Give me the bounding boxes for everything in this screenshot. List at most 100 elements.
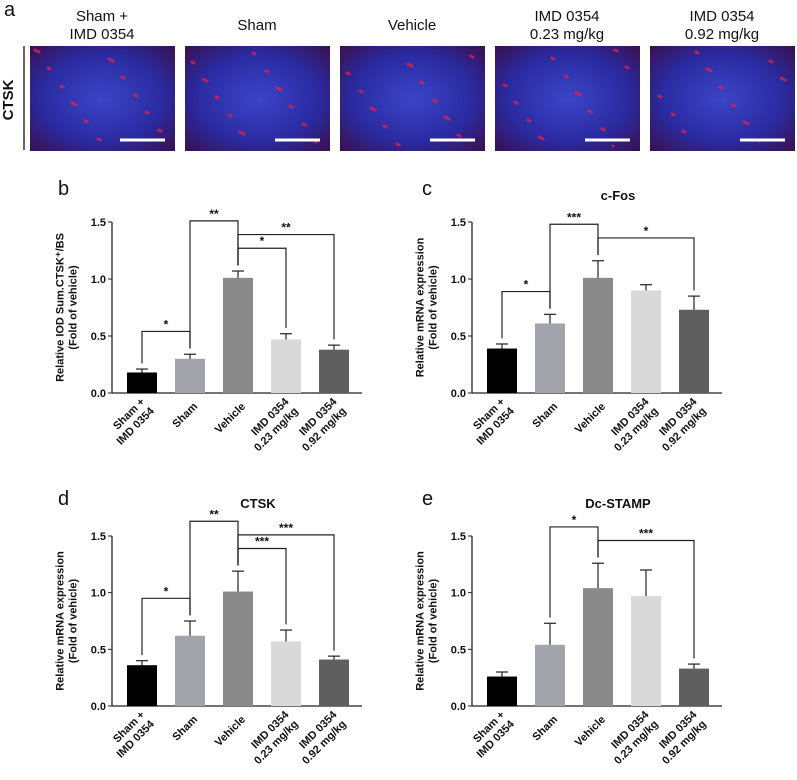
stain-dot — [373, 108, 377, 112]
column-label: Vehicle — [388, 17, 436, 34]
stain-dot — [205, 79, 209, 83]
y-tick-label: 1.5 — [451, 217, 466, 229]
bar — [679, 668, 709, 706]
y-tick-label: 0.5 — [451, 644, 466, 656]
x-tick-label: IMD 03540.23 mg/kg — [603, 708, 662, 767]
stain-dot — [303, 123, 307, 127]
stain-dot — [578, 93, 582, 97]
stain-dot — [74, 103, 78, 107]
stain-dot — [290, 105, 294, 109]
panel-label: b — [58, 178, 69, 200]
stain-dot — [384, 125, 388, 129]
significance-label: * — [572, 513, 577, 527]
stain-dot — [733, 104, 737, 108]
significance-label: * — [260, 234, 265, 248]
significance-bracket — [141, 330, 191, 364]
y-axis-label: Relative mRNA expression(Fold of vehicle… — [54, 551, 79, 691]
x-tick-label: Sham — [170, 713, 200, 743]
significance-bracket — [549, 223, 599, 309]
y-axis-label: Relative mRNA expression(Fold of vehicle… — [414, 237, 439, 377]
stain-dot — [192, 61, 196, 65]
x-tick-label: Vehicle — [573, 401, 608, 436]
bar — [271, 339, 301, 393]
stain-dot — [458, 134, 462, 138]
stain-dot — [61, 85, 65, 89]
x-tick-label: Sham — [530, 713, 560, 743]
y-tick-label: 0.5 — [451, 331, 466, 343]
column-label: IMD 0354 0.92 mg/kg — [685, 8, 759, 43]
bar — [319, 349, 349, 393]
y-tick-label: 0.5 — [91, 331, 106, 343]
significance-bracket — [549, 526, 599, 618]
stain-dot — [615, 49, 619, 53]
significance-label: *** — [279, 521, 293, 535]
significance-label: *** — [639, 527, 653, 541]
panel-label: e — [422, 488, 433, 510]
bar — [583, 588, 613, 706]
stain-dot — [360, 90, 364, 94]
chart-title: Dc-STAMP — [585, 496, 651, 511]
stain-dot — [85, 120, 89, 124]
stain-dot — [111, 59, 115, 63]
significance-bracket — [189, 220, 239, 349]
significance-bracket — [189, 520, 239, 616]
x-tick-label: IMD 03540.92 mg/kg — [291, 708, 350, 767]
stain-dot — [229, 114, 233, 118]
stain-dot — [397, 143, 401, 147]
stain-dot — [421, 81, 425, 85]
stain-dot — [783, 78, 787, 82]
x-tick-label: IMD 03540.92 mg/kg — [651, 708, 710, 767]
y-tick-label: 1.0 — [451, 274, 466, 286]
bar — [127, 665, 157, 706]
bar — [487, 348, 517, 393]
micrograph — [495, 46, 640, 151]
panel-label: c — [422, 178, 432, 200]
stain-dot — [159, 129, 163, 133]
significance-label: * — [164, 584, 169, 598]
column-label: IMD 0354 0.23 mg/kg — [530, 8, 604, 43]
stain-dot — [410, 64, 414, 68]
x-tick-label: Sham +IMD 0354 — [465, 708, 517, 760]
stain-dot — [253, 52, 257, 56]
y-tick-label: 1.0 — [91, 274, 106, 286]
y-tick-label: 1.5 — [451, 531, 466, 543]
significance-label: ** — [209, 207, 219, 221]
stain-dot — [447, 117, 451, 121]
bar — [319, 659, 349, 706]
y-tick-label: 1.5 — [91, 217, 106, 229]
stain-dot — [611, 144, 615, 148]
bar — [631, 290, 661, 393]
x-tick-label: Sham — [530, 400, 560, 430]
significance-label: * — [164, 317, 169, 331]
x-tick-label: Vehicle — [213, 714, 248, 749]
y-tick-label: 1.0 — [451, 588, 466, 600]
stain-dot — [146, 111, 150, 115]
stain-dot — [528, 119, 532, 123]
stain-dot — [515, 101, 519, 105]
stain-dot — [541, 137, 545, 141]
y-tick-label: 0.5 — [91, 644, 106, 656]
significance-label: * — [644, 224, 649, 238]
stain-dot — [504, 84, 508, 88]
stain-dot — [471, 55, 475, 59]
bar — [535, 644, 565, 706]
micrograph — [185, 46, 330, 151]
micrograph — [650, 46, 795, 151]
y-tick-label: 0.0 — [91, 388, 106, 400]
bar — [535, 323, 565, 393]
y-tick-label: 0.0 — [451, 388, 466, 400]
stain-dot — [589, 110, 593, 114]
stain-dot — [98, 138, 102, 142]
panel-label: a — [4, 0, 16, 21]
chart-title: CTSK — [240, 496, 276, 511]
x-tick-label: Sham +IMD 0354 — [105, 708, 157, 760]
significance-label: ** — [209, 507, 219, 521]
x-tick-label: IMD 03540.92 mg/kg — [291, 395, 350, 454]
panel-label: d — [58, 488, 69, 510]
stain-dot — [709, 69, 713, 73]
significance-label: *** — [567, 210, 581, 224]
bar — [127, 372, 157, 393]
stain-dot — [266, 70, 270, 74]
stain-dot — [434, 99, 438, 103]
